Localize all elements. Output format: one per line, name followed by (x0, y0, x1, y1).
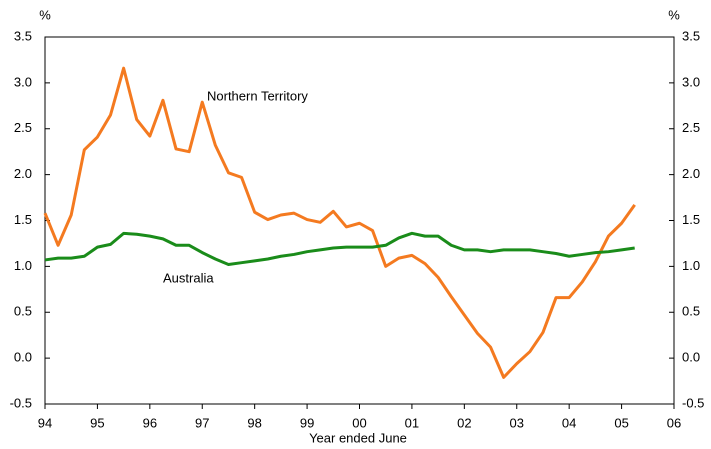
y-tick-label: 2.0 (14, 166, 32, 181)
plot-frame (44, 36, 675, 405)
series-line (44, 231, 635, 267)
y2-tick-label: 1.0 (682, 258, 700, 273)
y-tick-label: 3.5 (14, 28, 32, 43)
x-tick-label: 05 (614, 415, 628, 430)
x-tick-label: 95 (90, 415, 104, 430)
x-tick-label: 02 (457, 415, 471, 430)
x-tick-label: 97 (195, 415, 209, 430)
x-tick-label: 04 (562, 415, 576, 430)
y-tick-label: 0.5 (14, 304, 32, 319)
x-tick-label: 98 (247, 415, 261, 430)
y2-tick-label: 3.0 (682, 74, 700, 89)
y-axis-label: % (39, 7, 51, 22)
y-tick-label: 3.0 (14, 74, 32, 89)
y2-tick-label: 0.0 (682, 350, 700, 365)
series-label: Australia (163, 270, 214, 285)
y2-tick-label: 1.5 (682, 212, 700, 227)
y2-tick-label: 0.5 (682, 304, 700, 319)
y2-tick-label: 3.5 (682, 28, 700, 43)
x-tick-label: 00 (352, 415, 366, 430)
series-line (43, 66, 636, 379)
x-tick-label: 01 (405, 415, 419, 430)
y-tick-label: 0.0 (14, 350, 32, 365)
y2-axis-label: % (668, 7, 680, 22)
y2-tick-label: 2.0 (682, 166, 700, 181)
x-tick-label: 99 (300, 415, 314, 430)
x-axis-label: Year ended June (309, 430, 407, 445)
y-tick-label: -0.5 (10, 395, 32, 410)
x-tick-label: 03 (510, 415, 524, 430)
x-tick-label: 94 (38, 415, 52, 430)
series-label: Northern Territory (207, 88, 308, 103)
y-tick-label: 2.5 (14, 120, 32, 135)
y2-tick-label: -0.5 (682, 395, 704, 410)
y2-tick-label: 2.5 (682, 120, 700, 135)
x-tick-label: 96 (143, 415, 157, 430)
y-tick-label: 1.0 (14, 258, 32, 273)
y-tick-label: 1.5 (14, 212, 32, 227)
x-tick-label: 06 (667, 415, 681, 430)
